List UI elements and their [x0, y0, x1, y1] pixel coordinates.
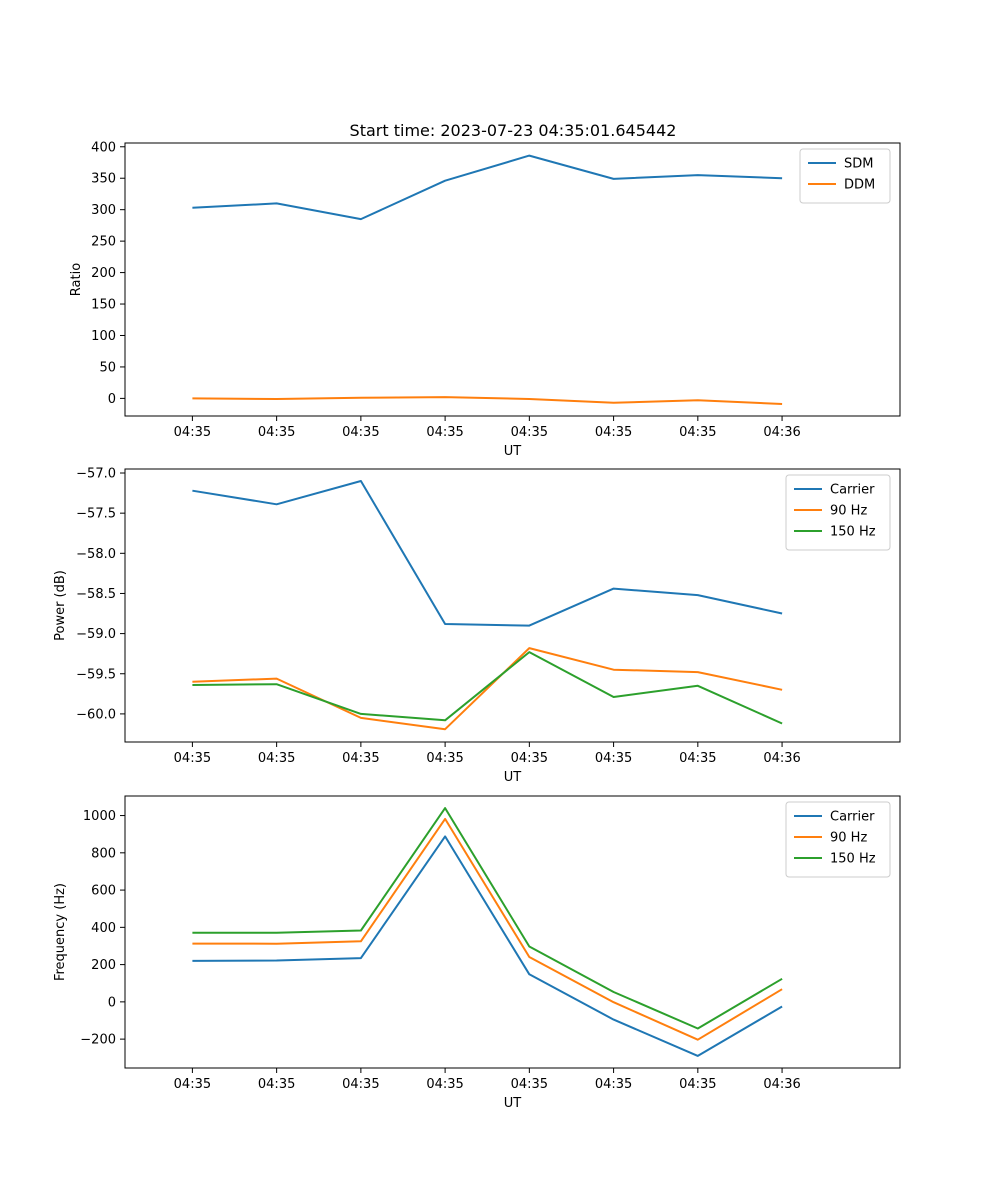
subplot-3: 04:35 04:35 04:35 04:35 04:35 04:35 04:35 04:36… [53, 795, 901, 1111]
y-tick-label: 200 [91, 958, 116, 973]
x-tick-label: 04:35 [595, 425, 632, 440]
x-axis-label: UT [504, 444, 522, 459]
y-tick-label: 800 [91, 846, 116, 861]
legend-label: 150 Hz [830, 852, 876, 867]
series-line-150-hz [192, 807, 783, 1030]
y-tick-label: −60.0 [76, 707, 116, 722]
y-tick-label: 300 [91, 203, 116, 218]
y-axis-label: Frequency (Hz) [53, 883, 68, 981]
subplot-1: 04:35 04:35 04:35 04:35 04:35 04:35 04:35 04:36… [69, 140, 901, 459]
y-tick-label: 400 [91, 921, 116, 936]
x-tick-label: 04:35 [174, 1077, 211, 1092]
series-line-carrier [192, 835, 783, 1057]
y-tick-label: 400 [91, 140, 116, 155]
plot-area [124, 468, 901, 743]
x-tick-label: 04:36 [763, 751, 800, 766]
y-tick-label: 200 [91, 266, 116, 281]
x-tick-label: 04:35 [174, 425, 211, 440]
y-tick-label: −58.5 [76, 587, 116, 602]
y-tick-label: 0 [108, 392, 116, 407]
y-tick-label: 600 [91, 884, 116, 899]
series-line-90-hz [192, 647, 783, 731]
legend-label: 150 Hz [830, 525, 876, 540]
x-tick-label: 04:35 [342, 425, 379, 440]
x-tick-label: 04:36 [763, 1077, 800, 1092]
legend-label: 90 Hz [830, 831, 867, 846]
series-line-sdm [192, 154, 783, 221]
x-tick-label: 04:35 [595, 1077, 632, 1092]
y-tick-label: −59.5 [76, 667, 116, 682]
x-tick-label: 04:35 [511, 1077, 548, 1092]
y-tick-label: 350 [91, 172, 116, 187]
y-tick-label: 0 [108, 995, 116, 1010]
legend-label: Carrier [830, 483, 875, 498]
x-tick-label: 04:35 [258, 1077, 295, 1092]
x-tick-label: 04:35 [258, 751, 295, 766]
y-tick-label: −59.0 [76, 627, 116, 642]
y-tick-label: −57.0 [76, 467, 116, 482]
x-tick-label: 04:35 [511, 425, 548, 440]
x-tick-label: 04:35 [342, 1077, 379, 1092]
y-tick-label: 50 [99, 360, 116, 375]
x-tick-label: 04:35 [511, 751, 548, 766]
y-tick-label: 150 [91, 298, 116, 313]
legend-label: SDM [844, 157, 873, 172]
figure-title: Start time: 2023-07-23 04:35:01.645442 [350, 121, 677, 140]
legend-label: 90 Hz [830, 504, 867, 519]
x-tick-label: 04:35 [679, 751, 716, 766]
series-line-150-hz [192, 651, 783, 725]
x-tick-label: 04:35 [426, 425, 463, 440]
y-tick-label: 100 [91, 329, 116, 344]
subplot-2: 04:35 04:35 04:35 04:35 04:35 04:35 04:35 04:36… [53, 467, 901, 785]
x-tick-label: 04:36 [763, 425, 800, 440]
x-tick-label: 04:35 [258, 425, 295, 440]
plot-area [124, 142, 901, 417]
series-line-90-hz [192, 817, 783, 1041]
x-tick-label: 04:35 [174, 751, 211, 766]
y-tick-label: −57.5 [76, 507, 116, 522]
series-line-ddm [192, 396, 783, 405]
x-tick-label: 04:35 [342, 751, 379, 766]
y-tick-label: 250 [91, 235, 116, 250]
x-tick-label: 04:35 [679, 425, 716, 440]
y-tick-label: 1000 [83, 809, 116, 824]
legend-label: Carrier [830, 810, 875, 825]
y-axis-label: Power (dB) [53, 570, 68, 641]
x-axis-label: UT [504, 770, 522, 785]
x-tick-label: 04:35 [426, 751, 463, 766]
x-axis-label: UT [504, 1096, 522, 1111]
x-tick-label: 04:35 [595, 751, 632, 766]
plot-area [124, 795, 901, 1069]
y-tick-label: −58.0 [76, 547, 116, 562]
x-tick-label: 04:35 [426, 1077, 463, 1092]
x-tick-label: 04:35 [679, 1077, 716, 1092]
y-tick-label: −200 [80, 1033, 116, 1048]
series-line-carrier [192, 480, 783, 627]
y-axis-label: Ratio [69, 263, 84, 296]
legend-label: DDM [844, 178, 875, 193]
